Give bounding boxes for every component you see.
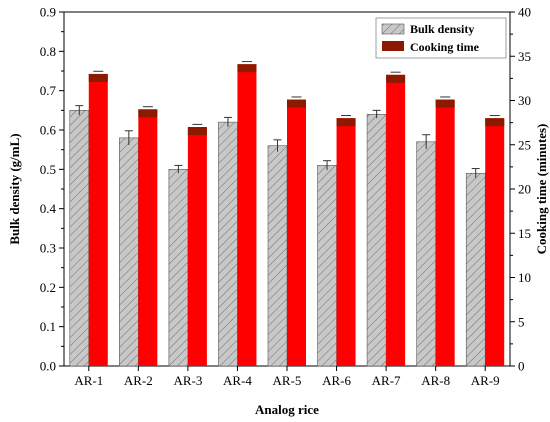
x-tick-label-AR-7: AR-7 xyxy=(372,373,401,388)
x-tick-label-AR-2: AR-2 xyxy=(124,373,153,388)
left-y-tick-label-0.3: 0.3 xyxy=(40,241,56,256)
x-tick-label-AR-6: AR-6 xyxy=(322,373,351,388)
right-y-tick-label-15: 15 xyxy=(518,226,531,241)
cooking-time-bar-cap-AR-6 xyxy=(336,118,356,127)
left-y-tick-label-0.0: 0.0 xyxy=(40,359,56,374)
bulk-density-bar-AR-4 xyxy=(218,121,238,367)
left-y-tick-label-0.4: 0.4 xyxy=(40,201,57,216)
bulk-density-bar-AR-3 xyxy=(168,169,189,367)
cooking-time-bar-cap-AR-9 xyxy=(485,118,505,127)
right-y-tick-label-25: 25 xyxy=(518,137,531,152)
left-y-tick-label-0.5: 0.5 xyxy=(40,162,56,177)
right-y-tick-label-35: 35 xyxy=(518,49,531,64)
right-y-tick-label-20: 20 xyxy=(518,182,531,197)
bulk-density-bar-AR-1 xyxy=(69,110,90,367)
bulk-density-bar-AR-8 xyxy=(416,141,436,367)
right-y-tick-label-40: 40 xyxy=(518,5,531,20)
x-tick-label-AR-3: AR-3 xyxy=(173,373,202,388)
left-y-tick-label-0.9: 0.9 xyxy=(40,5,56,20)
cooking-time-bar-AR-5 xyxy=(287,99,306,367)
right-y-tick-label-5: 5 xyxy=(518,314,525,329)
left-y-tick-label-0.2: 0.2 xyxy=(40,280,56,295)
left-y-tick-label-0.7: 0.7 xyxy=(40,83,57,98)
x-tick-label-AR-4: AR-4 xyxy=(223,373,252,388)
legend-label-bulk-density: Bulk density xyxy=(410,22,474,36)
x-tick-label-AR-9: AR-9 xyxy=(471,373,500,388)
left-y-tick-label-0.6: 0.6 xyxy=(40,123,57,138)
cooking-time-bar-cap-AR-5 xyxy=(287,99,306,108)
right-axis-title: Cooking time (minutes) xyxy=(534,124,549,255)
cooking-time-bar-cap-AR-1 xyxy=(88,73,108,82)
cooking-time-bar-AR-4 xyxy=(237,64,257,366)
legend: Bulk density Cooking time xyxy=(375,17,507,59)
cooking-time-bar-AR-7 xyxy=(386,74,406,367)
x-tick-label-AR-5: AR-5 xyxy=(273,373,302,388)
cooking-time-bar-AR-3 xyxy=(187,127,207,366)
cooking-time-bar-AR-8 xyxy=(435,99,455,367)
legend-label-cooking-time: Cooking time xyxy=(410,40,480,54)
cooking-time-bar-AR-6 xyxy=(336,118,356,366)
right-y-tick-label-10: 10 xyxy=(518,270,531,285)
cooking-time-bar-cap-AR-8 xyxy=(435,99,455,108)
cooking-time-bar-AR-1 xyxy=(88,73,108,366)
right-y-tick-label-30: 30 xyxy=(518,93,531,108)
cooking-time-bar-AR-2 xyxy=(138,109,158,366)
left-axis-title: Bulk density (g/mL) xyxy=(7,133,22,244)
left-y-tick-label-0.8: 0.8 xyxy=(40,44,56,59)
left-y-tick-label-0.1: 0.1 xyxy=(40,319,56,334)
right-y-tick-label-0: 0 xyxy=(518,359,525,374)
cooking-time-bar-AR-9 xyxy=(485,118,505,366)
bulk-density-bar-AR-7 xyxy=(366,113,387,367)
cooking-time-bar-cap-AR-4 xyxy=(237,64,257,73)
legend-swatch-cooking-time xyxy=(382,41,404,51)
bulk-density-bar-AR-9 xyxy=(465,172,486,367)
legend-swatch-bulk-density xyxy=(381,23,405,35)
x-tick-label-AR-1: AR-1 xyxy=(74,373,103,388)
bulk-density-bar-AR-5 xyxy=(267,145,288,367)
cooking-time-bar-cap-AR-2 xyxy=(138,109,158,118)
x-tick-label-AR-8: AR-8 xyxy=(421,373,450,388)
cooking-time-bar-cap-AR-7 xyxy=(386,74,406,83)
bulk-density-bar-AR-2 xyxy=(119,137,139,367)
x-axis-title: Analog rice xyxy=(255,402,319,417)
bulk-density-bar-AR-6 xyxy=(317,165,337,367)
cooking-time-bar-cap-AR-3 xyxy=(187,127,207,136)
